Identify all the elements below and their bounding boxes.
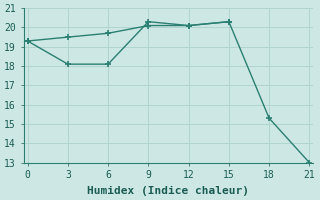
X-axis label: Humidex (Indice chaleur): Humidex (Indice chaleur) (87, 186, 250, 196)
